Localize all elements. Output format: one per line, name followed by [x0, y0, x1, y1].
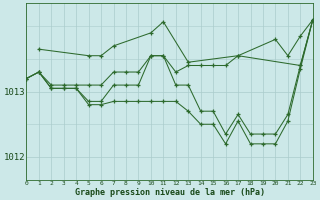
X-axis label: Graphe pression niveau de la mer (hPa): Graphe pression niveau de la mer (hPa) — [75, 188, 265, 197]
